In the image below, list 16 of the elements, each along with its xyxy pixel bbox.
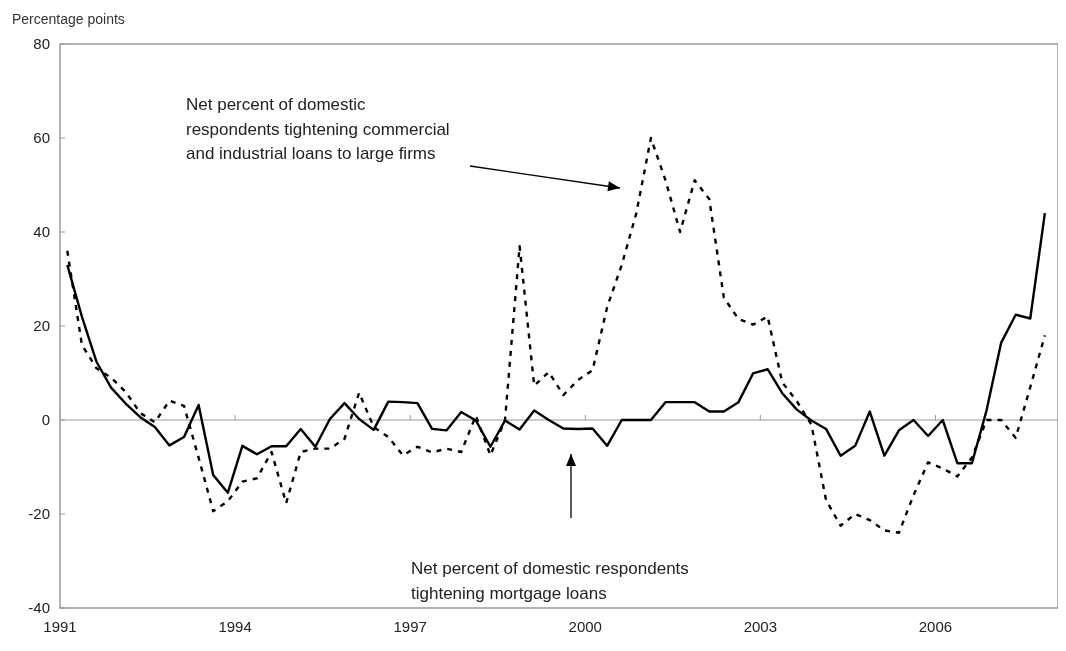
y-tick-label: 40 xyxy=(33,223,50,241)
annotation: Net percent of domestic respondents tightening commercial and industrial loans to large firms xyxy=(186,95,450,164)
x-tick-label: 1991 xyxy=(43,618,77,635)
y-tick-label: 0 xyxy=(41,411,50,429)
x-tick-label: 2000 xyxy=(568,618,602,635)
y-tick-label: -20 xyxy=(28,505,50,523)
x-tick-label: 1994 xyxy=(218,618,252,635)
y-tick-label: 20 xyxy=(33,317,50,335)
y-tick-label: 80 xyxy=(33,35,50,53)
x-tick-label: 1997 xyxy=(393,618,427,635)
x-tick-label: 2003 xyxy=(743,618,778,635)
annotation: Net percent of domestic respondents tightening mortgage loans xyxy=(411,559,689,603)
x-tick-label: 2006 xyxy=(918,618,953,635)
y-tick-label: -40 xyxy=(28,599,50,617)
y-tick-label: 60 xyxy=(33,129,50,147)
y-axis-title: Percentage points xyxy=(12,11,125,27)
